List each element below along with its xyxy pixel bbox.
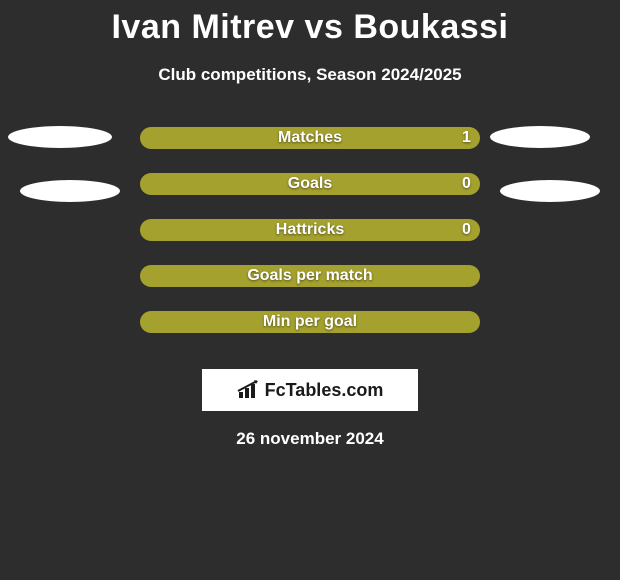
player2-name: Boukassi — [353, 8, 508, 46]
stat-label: Hattricks — [276, 221, 344, 239]
stat-label: Matches — [278, 129, 342, 147]
stat-value-player2: 1 — [462, 129, 471, 147]
stat-value-player2: 0 — [462, 221, 471, 239]
stat-row: Min per goal — [0, 309, 620, 355]
logo: FcTables.com — [237, 380, 384, 401]
comparison-title: Ivan Mitrev vs Boukassi — [0, 0, 620, 47]
decorative-ellipse — [490, 126, 590, 148]
comparison-chart: Matches 1 Goals 0 Hattricks 0 Goals per match M… — [0, 125, 620, 355]
stat-row: Goals per match — [0, 263, 620, 309]
logo-text: FcTables.com — [265, 380, 384, 401]
stat-row: Hattricks 0 — [0, 217, 620, 263]
subtitle: Club competitions, Season 2024/2025 — [0, 65, 620, 85]
stat-label: Goals — [288, 175, 332, 193]
logo-box: FcTables.com — [202, 369, 418, 411]
stat-label: Goals per match — [247, 267, 372, 285]
stat-value-player2: 0 — [462, 175, 471, 193]
vs-separator: vs — [305, 8, 344, 46]
player1-name: Ivan Mitrev — [111, 8, 294, 46]
decorative-ellipse — [500, 180, 600, 202]
decorative-ellipse — [20, 180, 120, 202]
stat-label: Min per goal — [263, 313, 357, 331]
decorative-ellipse — [8, 126, 112, 148]
date: 26 november 2024 — [0, 429, 620, 449]
bar-chart-icon — [237, 380, 261, 400]
